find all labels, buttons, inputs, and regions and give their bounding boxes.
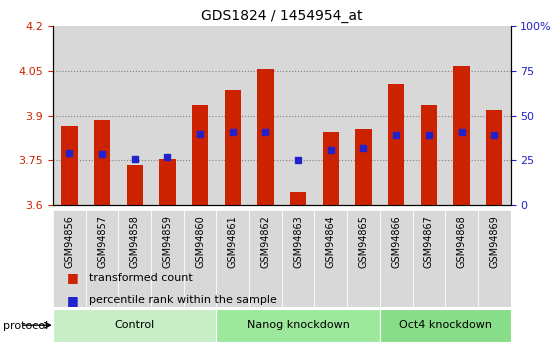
Bar	[453, 66, 470, 205]
Bar	[217, 309, 380, 342]
Bar	[412, 26, 445, 205]
Text: protocol: protocol	[3, 321, 48, 331]
Bar	[421, 105, 437, 205]
Bar	[127, 165, 143, 205]
Bar	[315, 210, 347, 307]
Bar	[151, 210, 184, 307]
Bar	[192, 105, 208, 205]
Text: GSM94862: GSM94862	[261, 215, 271, 268]
Bar	[380, 309, 511, 342]
Bar	[355, 129, 372, 205]
Text: GSM94857: GSM94857	[97, 215, 107, 268]
Bar	[388, 84, 405, 205]
Bar	[323, 132, 339, 205]
Bar	[249, 210, 282, 307]
Bar	[151, 26, 184, 205]
Bar	[257, 69, 273, 205]
Bar	[445, 210, 478, 307]
Bar	[118, 210, 151, 307]
Bar	[53, 309, 217, 342]
Title: GDS1824 / 1454954_at: GDS1824 / 1454954_at	[201, 9, 363, 23]
Bar	[61, 126, 78, 205]
Text: GSM94864: GSM94864	[326, 215, 336, 268]
Bar	[184, 26, 217, 205]
Bar	[478, 210, 511, 307]
Bar	[282, 26, 315, 205]
Bar	[118, 26, 151, 205]
Bar	[217, 210, 249, 307]
Text: GSM94858: GSM94858	[129, 215, 140, 268]
Bar	[380, 210, 412, 307]
Text: Control: Control	[114, 320, 155, 330]
Bar	[486, 110, 502, 205]
Bar	[445, 26, 478, 205]
Bar	[86, 26, 118, 205]
Text: GSM94867: GSM94867	[424, 215, 434, 268]
Bar	[290, 192, 306, 205]
Bar	[315, 26, 347, 205]
Bar	[53, 210, 86, 307]
Text: GSM94860: GSM94860	[195, 215, 205, 268]
Bar	[249, 26, 282, 205]
Text: ■: ■	[67, 294, 79, 307]
Text: Nanog knockdown: Nanog knockdown	[247, 320, 349, 330]
Bar	[412, 210, 445, 307]
Text: GSM94868: GSM94868	[456, 215, 466, 268]
Text: transformed count: transformed count	[89, 273, 193, 283]
Bar	[217, 26, 249, 205]
Text: ■: ■	[67, 271, 79, 284]
Text: GSM94865: GSM94865	[358, 215, 368, 268]
Bar	[94, 120, 110, 205]
Text: percentile rank within the sample: percentile rank within the sample	[89, 295, 277, 305]
Bar	[224, 90, 241, 205]
Bar	[184, 210, 217, 307]
Bar	[380, 26, 412, 205]
Text: GSM94863: GSM94863	[293, 215, 303, 268]
Text: GSM94866: GSM94866	[391, 215, 401, 268]
Bar	[282, 210, 315, 307]
Bar	[159, 159, 176, 205]
Bar	[478, 26, 511, 205]
Text: GSM94859: GSM94859	[162, 215, 172, 268]
Bar	[53, 26, 86, 205]
Bar	[86, 210, 118, 307]
Bar	[347, 210, 380, 307]
Text: GSM94856: GSM94856	[64, 215, 74, 268]
Text: GSM94869: GSM94869	[489, 215, 499, 268]
Text: GSM94861: GSM94861	[228, 215, 238, 268]
Bar	[347, 26, 380, 205]
Text: Oct4 knockdown: Oct4 knockdown	[399, 320, 492, 330]
